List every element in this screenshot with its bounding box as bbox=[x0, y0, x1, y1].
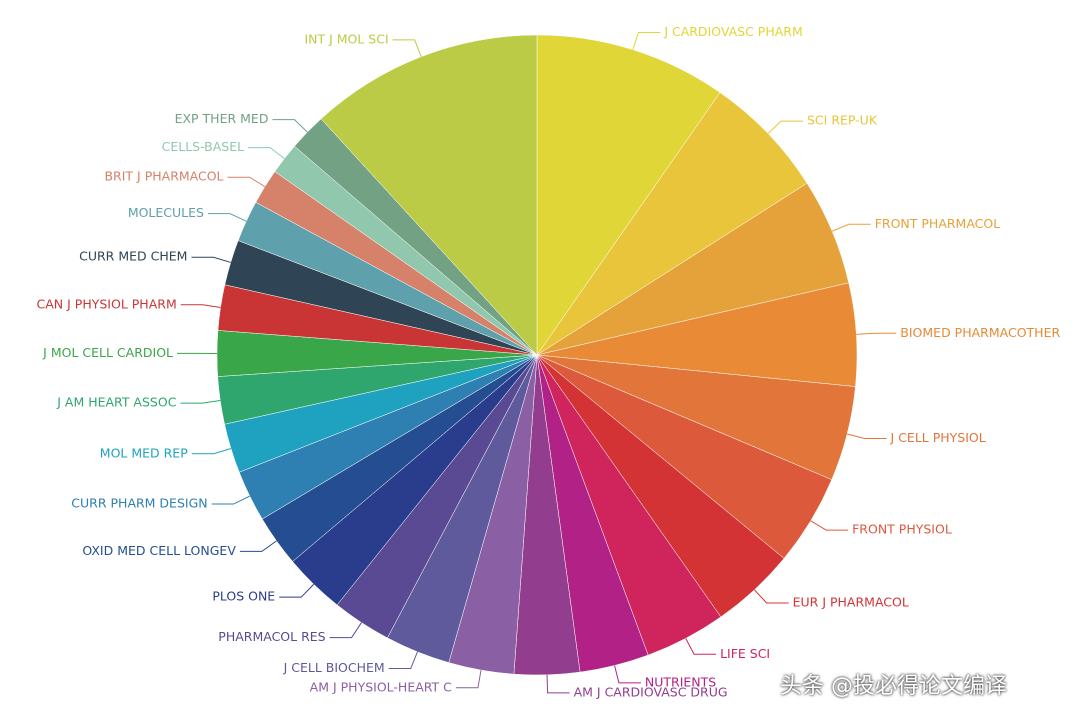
leader-line bbox=[846, 433, 887, 439]
leader-line bbox=[455, 669, 482, 689]
slice-label: J AM HEART ASSOC bbox=[56, 395, 176, 410]
slice-label: EXP THER MED bbox=[175, 111, 269, 126]
slice-label: LIFE SCI bbox=[720, 646, 770, 661]
leader-line bbox=[546, 674, 570, 694]
leader-line bbox=[191, 256, 231, 263]
slice-label: PHARMACOL RES bbox=[218, 629, 325, 644]
slice-label: NUTRIENTS bbox=[645, 674, 716, 689]
slice-label: CAN J PHYSIOL PHARM bbox=[37, 296, 177, 311]
leader-line bbox=[810, 520, 849, 531]
leader-line bbox=[272, 119, 308, 133]
slice-label: PLOS ONE bbox=[212, 589, 275, 604]
slice-label: CURR MED CHEM bbox=[79, 249, 187, 264]
slice-label: EUR J PHARMACOL bbox=[793, 595, 909, 610]
slice-label: BIOMED PHARMACOTHER bbox=[900, 325, 1060, 340]
slice-label: J CARDIOVASC PHARM bbox=[663, 24, 802, 39]
leader-line bbox=[767, 120, 804, 134]
leader-line bbox=[632, 32, 661, 50]
leader-line bbox=[614, 665, 641, 684]
slice-label: J CELL BIOCHEM bbox=[283, 660, 385, 675]
slice-label: AM J CARDIOVASC DRUG bbox=[574, 684, 728, 699]
leader-line bbox=[227, 176, 266, 188]
leader-line bbox=[392, 39, 422, 57]
leader-line bbox=[207, 213, 247, 222]
slice-label: FRONT PHYSIOL bbox=[852, 522, 952, 537]
leader-line bbox=[831, 223, 871, 232]
slice-label: OXID MED CELL LONGEV bbox=[82, 543, 236, 558]
slice-label: J CELL PHYSIOL bbox=[890, 430, 986, 445]
slice-label: BRIT J PHARMACOL bbox=[104, 169, 223, 184]
slice-label: SCI REP-UK bbox=[807, 113, 878, 128]
leader-line bbox=[239, 540, 277, 552]
slice-label: FRONT PHARMACOL bbox=[875, 216, 1001, 231]
watermark: 头条 @投必得论文编译 bbox=[780, 674, 1007, 699]
leader-line bbox=[856, 332, 897, 335]
leader-line bbox=[211, 495, 251, 505]
leader-line bbox=[180, 400, 221, 404]
leader-line bbox=[685, 638, 717, 655]
leader-line bbox=[279, 583, 315, 598]
slice-label: AM J PHYSIOL-HEART C bbox=[310, 679, 452, 694]
slice-label: INT J MOL SCI bbox=[304, 31, 388, 46]
slice-label: MOLECULES bbox=[128, 205, 204, 220]
pie-slice bbox=[536, 92, 808, 356]
leader-line bbox=[180, 304, 221, 308]
pie-slice bbox=[536, 34, 721, 356]
slice-label: MOL MED REP bbox=[100, 445, 188, 460]
slice-label: CURR PHARM DESIGN bbox=[71, 496, 207, 511]
leader-line bbox=[191, 448, 232, 455]
leader-line bbox=[754, 589, 789, 604]
leader-line bbox=[248, 147, 285, 160]
leader-line bbox=[329, 622, 362, 639]
slice-label: J MOL CELL CARDIOL bbox=[42, 345, 173, 360]
leader-line bbox=[388, 651, 418, 670]
slice-label: CELLS-BASEL bbox=[162, 139, 245, 154]
